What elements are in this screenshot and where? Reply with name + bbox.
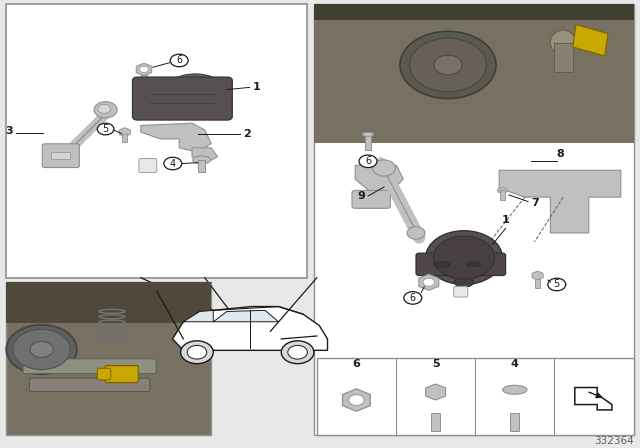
Text: 6: 6 [176, 56, 182, 65]
Circle shape [98, 104, 111, 113]
Bar [141, 69, 147, 78]
FancyBboxPatch shape [42, 144, 79, 168]
Circle shape [434, 55, 462, 75]
Text: 4: 4 [170, 159, 176, 168]
Circle shape [288, 345, 307, 359]
Bar [6, 282, 211, 435]
Circle shape [372, 160, 396, 176]
Circle shape [6, 325, 77, 374]
Bar [365, 134, 371, 150]
Text: 6: 6 [410, 293, 416, 303]
Circle shape [426, 231, 502, 284]
Bar [6, 282, 211, 323]
Ellipse shape [362, 133, 374, 136]
Circle shape [423, 278, 435, 286]
Text: 6: 6 [365, 156, 371, 166]
Circle shape [400, 31, 496, 99]
Polygon shape [136, 63, 152, 76]
Text: 5: 5 [554, 280, 560, 289]
Polygon shape [119, 128, 131, 137]
FancyBboxPatch shape [139, 159, 157, 172]
Text: 1: 1 [502, 215, 509, 225]
Circle shape [548, 278, 566, 291]
Circle shape [13, 329, 70, 370]
Circle shape [410, 38, 486, 92]
Circle shape [30, 341, 53, 358]
Polygon shape [183, 310, 213, 322]
Text: 3: 3 [5, 126, 13, 136]
Circle shape [187, 345, 207, 359]
Bar [51, 152, 70, 159]
Bar [510, 413, 519, 431]
Polygon shape [532, 271, 543, 280]
Ellipse shape [166, 74, 224, 105]
Text: 5: 5 [102, 124, 109, 134]
Text: 4: 4 [511, 359, 519, 369]
Circle shape [170, 54, 188, 67]
Circle shape [407, 227, 425, 239]
Text: 332364: 332364 [594, 436, 634, 446]
FancyBboxPatch shape [454, 286, 468, 297]
Bar [314, 4, 634, 435]
Ellipse shape [454, 277, 474, 287]
Bar [6, 4, 307, 278]
Polygon shape [355, 161, 403, 193]
Ellipse shape [434, 262, 449, 267]
Circle shape [94, 102, 117, 118]
Bar [122, 134, 127, 142]
Polygon shape [213, 310, 278, 322]
FancyBboxPatch shape [105, 366, 138, 383]
Circle shape [404, 292, 422, 304]
FancyBboxPatch shape [97, 368, 111, 380]
Text: 5: 5 [432, 359, 440, 369]
Polygon shape [573, 25, 608, 56]
Bar [314, 4, 634, 143]
Polygon shape [342, 389, 371, 411]
Text: 2: 2 [243, 129, 251, 139]
Polygon shape [426, 384, 445, 400]
Ellipse shape [497, 188, 508, 193]
Polygon shape [499, 170, 621, 233]
Bar [431, 413, 440, 431]
Ellipse shape [550, 30, 576, 55]
Polygon shape [192, 148, 218, 164]
Circle shape [97, 123, 114, 135]
Bar [535, 279, 540, 288]
Ellipse shape [502, 385, 527, 394]
Bar [198, 160, 205, 172]
Polygon shape [419, 274, 439, 290]
FancyBboxPatch shape [29, 378, 150, 392]
FancyBboxPatch shape [416, 253, 506, 276]
Text: 7: 7 [531, 198, 539, 208]
Circle shape [433, 236, 495, 279]
FancyBboxPatch shape [132, 77, 232, 120]
Text: 9: 9 [357, 191, 365, 201]
FancyBboxPatch shape [352, 190, 390, 208]
Ellipse shape [193, 156, 211, 164]
Circle shape [359, 155, 377, 168]
Polygon shape [141, 123, 211, 152]
Bar [317, 358, 634, 435]
Bar [314, 4, 634, 20]
Ellipse shape [467, 262, 481, 267]
Text: 1: 1 [253, 82, 260, 92]
Bar [554, 43, 573, 72]
Circle shape [282, 341, 314, 364]
Circle shape [180, 341, 213, 364]
Text: 8: 8 [557, 149, 564, 159]
Polygon shape [172, 306, 328, 350]
Circle shape [164, 157, 182, 170]
FancyBboxPatch shape [23, 359, 156, 374]
Polygon shape [575, 388, 612, 410]
Bar [500, 190, 505, 200]
Circle shape [349, 395, 364, 405]
Text: 6: 6 [353, 359, 360, 369]
Circle shape [140, 66, 148, 73]
